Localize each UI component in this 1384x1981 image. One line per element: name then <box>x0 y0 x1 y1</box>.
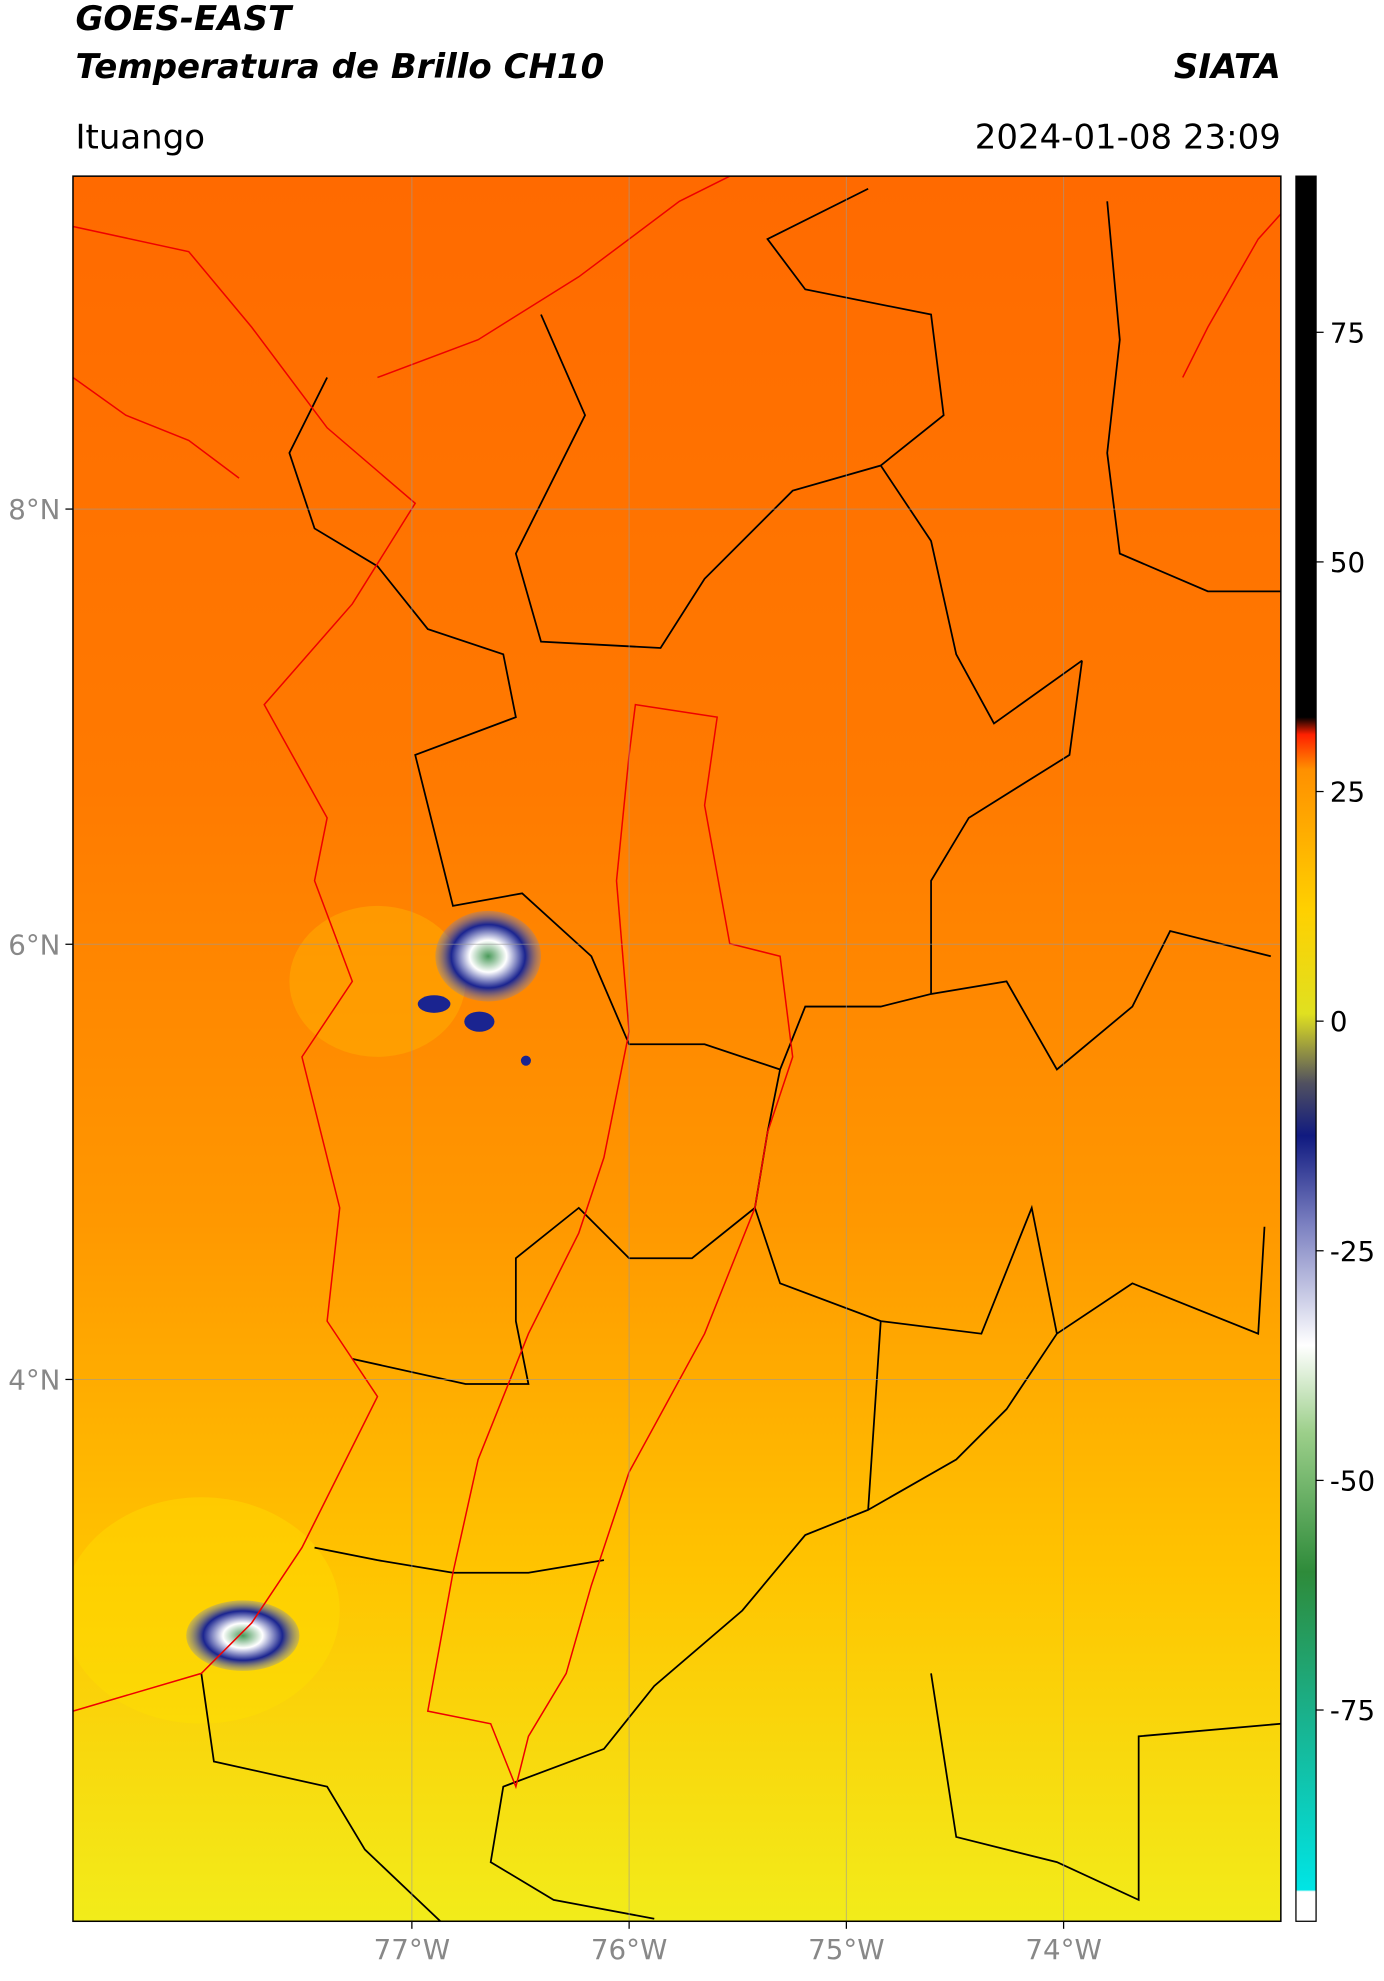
storm-cell <box>520 1055 531 1066</box>
subtitle: Temperatura de Brillo CH10 <box>75 47 604 87</box>
storm-cell <box>435 910 542 1002</box>
colorbar-tick-label: -50 <box>1330 1464 1375 1497</box>
colorbar-tick-label: 75 <box>1330 316 1365 349</box>
map <box>72 176 1281 1922</box>
colorbar-tick-label: 0 <box>1330 1005 1348 1038</box>
colorbar-tick-label: -25 <box>1330 1235 1375 1268</box>
colorbar <box>1295 175 1317 1922</box>
storm-cell <box>186 1600 300 1671</box>
datetime: 2024-01-08 23:09 <box>975 117 1281 157</box>
y-tick-label: 8°N <box>8 493 60 526</box>
x-tick-label: 77°W <box>374 1933 450 1966</box>
location: Ituango <box>75 117 205 157</box>
title: GOES-EAST <box>75 0 293 39</box>
storm-cell <box>417 995 451 1013</box>
warm-patch <box>72 1497 340 1724</box>
x-tick-label: 75°W <box>808 1933 884 1966</box>
colorbar-tick-label: 25 <box>1330 776 1365 809</box>
root: GOES-EAST Temperatura de Brillo CH10 SIA… <box>8 0 1375 1966</box>
colorbar-tick-label: 50 <box>1330 546 1365 579</box>
y-tick-label: 4°N <box>8 1364 60 1397</box>
map-frame <box>72 175 1282 1923</box>
y-tick-label: 6°N <box>8 928 60 961</box>
storm-cell <box>464 1011 495 1032</box>
x-tick-label: 76°W <box>591 1933 667 1966</box>
warm-patch <box>289 905 466 1057</box>
source: SIATA <box>1174 47 1281 87</box>
x-tick-label: 74°W <box>1025 1933 1101 1966</box>
colorbar-tick-label: -75 <box>1330 1694 1375 1727</box>
